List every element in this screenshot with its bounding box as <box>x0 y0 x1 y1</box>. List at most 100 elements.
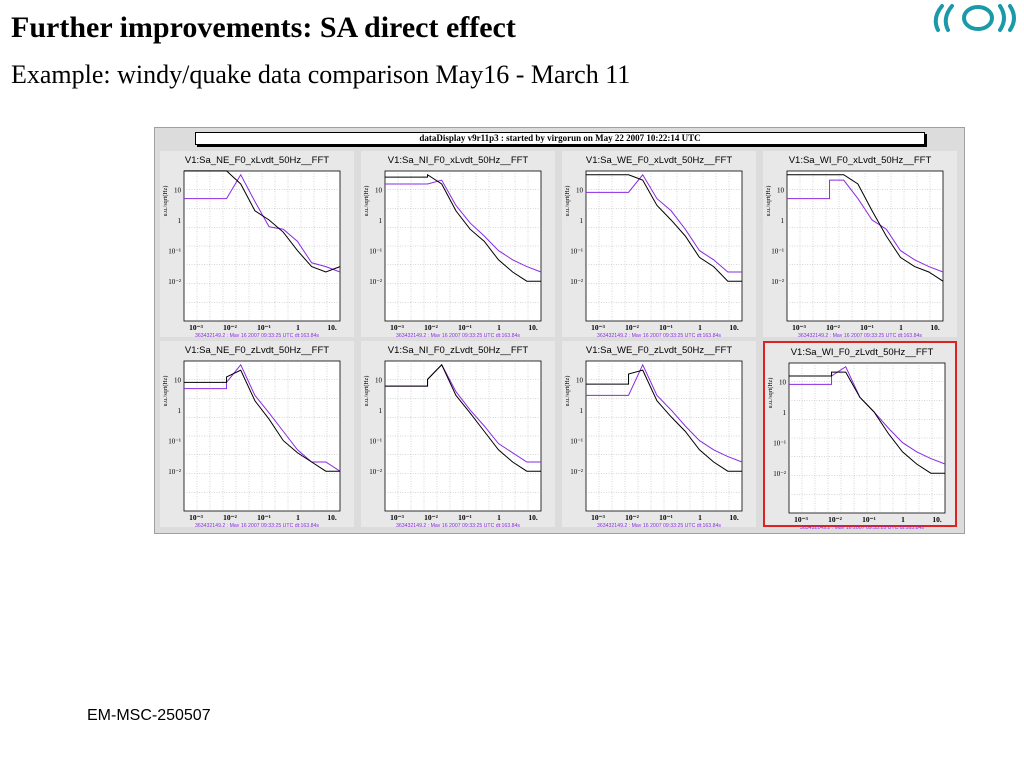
legend-windy: 363432149.2 : May 16 2007 09:33:25 UTC d… <box>195 523 319 527</box>
x-tick-label: 10⁻¹ <box>659 323 673 332</box>
x-tick-label: 10⁻² <box>424 323 438 332</box>
chart-title: V1:Sa_NI_F0_xLvdt_50Hz__FFT <box>388 155 529 166</box>
chart-title: V1:Sa_WE_F0_xLvdt_50Hz__FFT <box>586 155 732 166</box>
x-tick-label: 10⁻¹ <box>860 323 874 332</box>
spectrum-chart: V1:Sa_WE_F0_zLvdt_50Hz__FFT 10 1 10⁻¹ 10⁻² 10… <box>564 345 743 527</box>
spectrum-panel[interactable]: V1:Sa_WI_F0_zLvdt_50Hz__FFT 10 1 10⁻¹ 10⁻² 10… <box>763 341 957 529</box>
spectrum-panel[interactable]: V1:Sa_WE_F0_zLvdt_50Hz__FFT 10 1 10⁻¹ 10⁻² 10… <box>562 341 756 527</box>
x-tick-label: 1 <box>497 323 501 332</box>
x-tick-label: 10. <box>327 323 337 332</box>
series-line <box>586 173 742 273</box>
spectrum-panel[interactable]: V1:Sa_WE_F0_xLvdt_50Hz__FFT 10 1 10⁻¹ 10⁻² 10… <box>562 151 756 337</box>
series-line <box>385 173 541 282</box>
slide-footer: EM-MSC-250507 <box>87 707 211 724</box>
spectrum-chart: V1:Sa_NI_F0_xLvdt_50Hz__FFT 10 1 10⁻¹ 10⁻² 10… <box>363 155 542 337</box>
x-tick-label: 10⁻¹ <box>862 515 876 524</box>
y-tick-label: 10⁻¹ <box>168 248 181 256</box>
y-tick-label: 1 <box>781 217 785 225</box>
y-tick-label: 10⁻¹ <box>771 248 784 256</box>
chart-title: V1:Sa_WI_F0_xLvdt_50Hz__FFT <box>789 155 932 166</box>
series-line <box>789 371 945 474</box>
y-tick-label: 10 <box>174 376 182 384</box>
y-tick-label: 10⁻² <box>570 468 583 476</box>
y-axis-label: u.u./sqrt(Hz) <box>363 376 370 407</box>
chart-title: V1:Sa_NE_F0_zLvdt_50Hz__FFT <box>185 345 329 356</box>
series-line <box>586 363 743 463</box>
y-tick-label: 10 <box>777 186 785 194</box>
x-tick-label: 10⁻² <box>424 513 438 522</box>
display-header: dataDisplay v9r11p3 : started by virgoru… <box>195 132 925 145</box>
x-tick-label: 1 <box>698 323 702 332</box>
x-tick-label: 10. <box>528 323 538 332</box>
x-tick-label: 1 <box>296 323 300 332</box>
spectrum-panel[interactable]: V1:Sa_NI_F0_zLvdt_50Hz__FFT 10 1 10⁻¹ 10⁻² 10… <box>361 341 555 527</box>
legend-windy: 363432149.2 : May 16 2007 09:33:25 UTC d… <box>396 333 520 337</box>
spectrum-chart: V1:Sa_NE_F0_xLvdt_50Hz__FFT 10 1 10⁻¹ 10⁻² 10… <box>162 155 341 337</box>
y-tick-label: 10⁻¹ <box>369 438 382 446</box>
x-tick-label: 10⁻¹ <box>257 323 271 332</box>
x-tick-label: 1 <box>497 513 501 522</box>
y-axis-label: u.u./sqrt(Hz) <box>162 186 169 217</box>
spectrum-chart: V1:Sa_WI_F0_xLvdt_50Hz__FFT 10 1 10⁻¹ 10⁻² 10… <box>765 155 944 337</box>
y-axis-label: u.u./sqrt(Hz) <box>162 376 169 407</box>
legend-windy: 363432149.2 : May 16 2007 09:33:25 UTC d… <box>597 333 721 337</box>
chart-title: V1:Sa_NI_F0_zLvdt_50Hz__FFT <box>388 345 529 356</box>
y-tick-label: 10 <box>375 186 383 194</box>
series-line <box>184 170 341 273</box>
x-tick-label: 1 <box>698 513 702 522</box>
x-tick-label: 10⁻³ <box>390 323 404 332</box>
series-line <box>184 369 340 472</box>
x-tick-label: 10⁻³ <box>591 513 605 522</box>
y-tick-label: 10⁻¹ <box>369 248 382 256</box>
series-line <box>385 363 541 472</box>
series-line <box>586 369 742 472</box>
legend-windy: 363432149.2 : May 16 2007 09:33:25 UTC d… <box>800 525 924 529</box>
y-tick-label: 1 <box>783 409 787 417</box>
y-tick-label: 10 <box>375 376 383 384</box>
series-line <box>385 179 542 273</box>
spectrum-panel[interactable]: V1:Sa_NI_F0_xLvdt_50Hz__FFT 10 1 10⁻¹ 10⁻² 10… <box>361 151 555 337</box>
y-tick-label: 10⁻² <box>168 278 181 286</box>
legend-windy: 363432149.2 : May 16 2007 09:33:25 UTC d… <box>195 333 319 337</box>
y-tick-label: 1 <box>379 217 383 225</box>
chart-title: V1:Sa_NE_F0_xLvdt_50Hz__FFT <box>185 155 329 166</box>
y-axis-label: u.u./sqrt(Hz) <box>363 186 370 217</box>
x-tick-label: 1 <box>901 515 905 524</box>
spectrum-panel[interactable]: V1:Sa_WI_F0_xLvdt_50Hz__FFT 10 1 10⁻¹ 10⁻² 10… <box>763 151 957 337</box>
x-tick-label: 10⁻² <box>625 513 639 522</box>
spectrum-chart: V1:Sa_NI_F0_zLvdt_50Hz__FFT 10 1 10⁻¹ 10⁻² 10… <box>363 345 542 527</box>
y-tick-label: 10⁻² <box>168 468 181 476</box>
chart-title: V1:Sa_WI_F0_zLvdt_50Hz__FFT <box>791 347 934 358</box>
y-tick-label: 10 <box>576 376 584 384</box>
spectrum-panel[interactable]: V1:Sa_NE_F0_zLvdt_50Hz__FFT 10 1 10⁻¹ 10⁻² 10… <box>160 341 354 527</box>
y-tick-label: 10 <box>174 186 182 194</box>
y-axis-label: u.u./sqrt(Hz) <box>564 186 571 217</box>
spectrum-chart: V1:Sa_NE_F0_zLvdt_50Hz__FFT 10 1 10⁻¹ 10⁻² 10… <box>162 345 341 527</box>
x-tick-label: 10⁻³ <box>189 513 203 522</box>
x-tick-label: 10⁻¹ <box>458 513 472 522</box>
chart-title: V1:Sa_WE_F0_zLvdt_50Hz__FFT <box>586 345 732 356</box>
series-line <box>184 173 341 273</box>
y-tick-label: 1 <box>379 407 383 415</box>
x-tick-label: 10⁻³ <box>189 323 203 332</box>
y-axis-label: u.u./sqrt(Hz) <box>564 376 571 407</box>
y-tick-label: 10⁻² <box>369 278 382 286</box>
y-tick-label: 10⁻² <box>369 468 382 476</box>
series-line <box>787 179 944 273</box>
series-line <box>787 174 944 282</box>
legend-windy: 363432149.2 : May 16 2007 09:33:25 UTC d… <box>597 523 721 527</box>
y-tick-label: 10⁻¹ <box>570 438 583 446</box>
spectrum-chart: V1:Sa_WE_F0_xLvdt_50Hz__FFT 10 1 10⁻¹ 10⁻² 10… <box>564 155 743 337</box>
y-tick-label: 10 <box>779 378 787 386</box>
spectrum-chart: V1:Sa_WI_F0_zLvdt_50Hz__FFT 10 1 10⁻¹ 10⁻² 10… <box>767 347 946 529</box>
spectrum-panel[interactable]: V1:Sa_NE_F0_xLvdt_50Hz__FFT 10 1 10⁻¹ 10⁻² 10… <box>160 151 354 337</box>
x-tick-label: 10⁻² <box>223 513 237 522</box>
x-tick-label: 1 <box>296 513 300 522</box>
legend-windy: 363432149.2 : May 16 2007 09:33:25 UTC d… <box>396 523 520 527</box>
x-tick-label: 10. <box>932 515 942 524</box>
slide-subtitle: Example: windy/quake data comparison May… <box>11 60 631 89</box>
x-tick-label: 10⁻³ <box>792 323 806 332</box>
x-tick-label: 10. <box>528 513 538 522</box>
x-tick-label: 10⁻² <box>223 323 237 332</box>
slide-title: Further improvements: SA direct effect <box>11 11 516 44</box>
